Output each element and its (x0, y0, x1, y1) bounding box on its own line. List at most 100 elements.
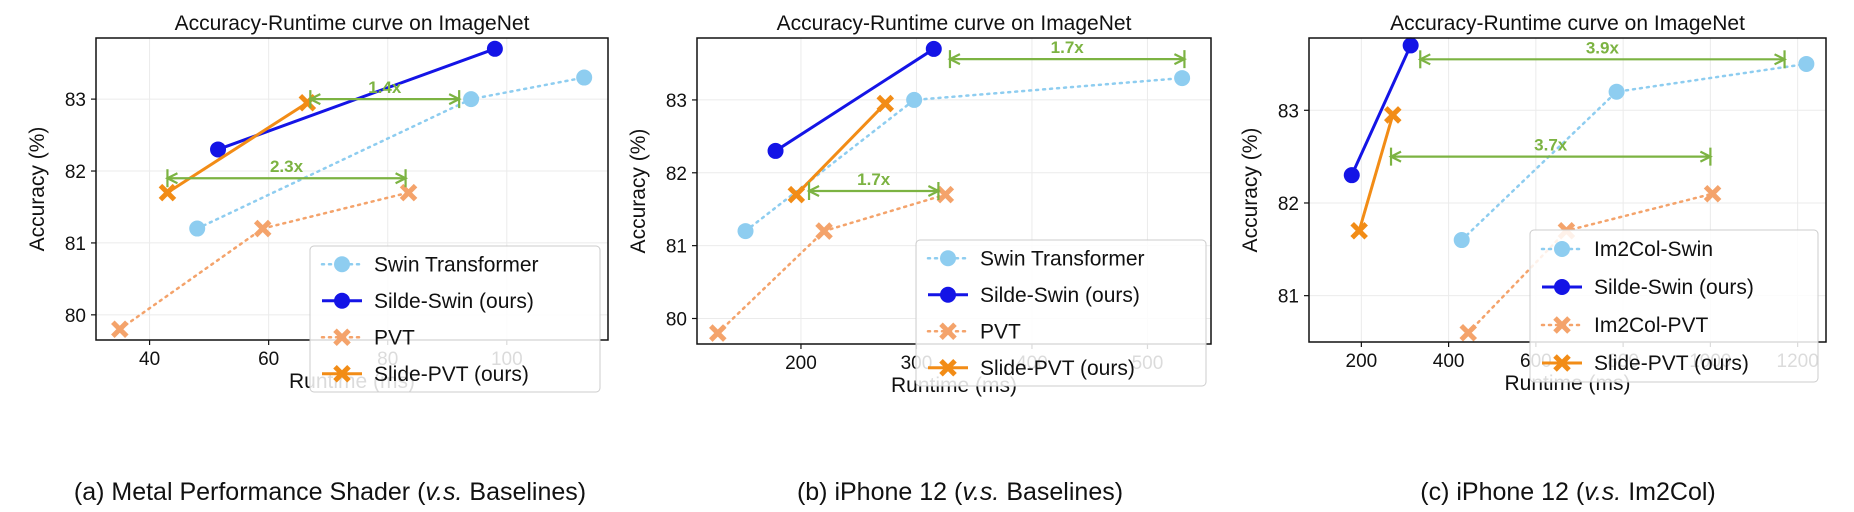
caption-part-0: (a) Metal Performance Shader ( (74, 478, 426, 506)
legend: Swin Transformer Silde-Swin (ours) PVT Slid… (915, 239, 1207, 387)
y-axis-label: Accuracy (%) (1239, 128, 1262, 253)
legend-label: Im2Col-Swin (1594, 238, 1713, 261)
annotation-label: 3.7x (1534, 136, 1568, 155)
chart-panel-3: 3.9x3.7x20040060080010001200818283Accura… (1239, 12, 1827, 506)
x-tick-label-0: 200 (785, 353, 817, 374)
annotation-label: 3.9x (1586, 38, 1620, 57)
annotation-arrow-left (947, 53, 961, 66)
legend-marker (1553, 354, 1571, 372)
panel-caption: (b) iPhone 12 (v.s. Baselines) (797, 478, 1123, 506)
chart-panel-1: 1.4x2.3x40608010080818283Accuracy-Runtim… (26, 12, 609, 506)
y-tick-label-0: 80 (65, 306, 86, 327)
y-tick-label-1: 82 (1278, 194, 1299, 215)
data-point-1 (253, 219, 272, 238)
data-point-0 (1350, 222, 1368, 240)
legend-item-2: PVT (320, 326, 415, 349)
annotation-label: 1.7x (857, 170, 891, 189)
data-point-1 (1608, 83, 1625, 100)
legend-item-0: Im2Col-Swin (1540, 238, 1713, 261)
caption-part-2: Baselines) (462, 478, 586, 506)
panel-caption: (a) Metal Performance Shader (v.s. Basel… (74, 478, 586, 506)
series-pvt (709, 185, 955, 342)
series-line (1357, 114, 1395, 232)
data-point-1 (486, 40, 503, 57)
legend-box (915, 239, 1207, 387)
legend-marker (333, 364, 351, 383)
annotation-arrow-left (806, 185, 820, 197)
legend-item-1: Silde-Swin (ours) (322, 290, 534, 313)
data-point-0 (1459, 323, 1478, 342)
series-line (1460, 62, 1808, 242)
legend-marker (940, 250, 956, 267)
speedup-annotation-0: 1.4x (307, 78, 462, 109)
annotation-label: 1.4x (368, 78, 402, 97)
annotation-arrow-right (395, 172, 409, 185)
y-tick-label-1: 81 (666, 237, 687, 258)
caption-part-0: (c) iPhone 12 ( (1420, 478, 1585, 506)
data-point-0 (737, 223, 754, 240)
y-tick-label-0: 80 (666, 310, 687, 331)
legend: Swin Transformer Silde-Swin (ours) PVT Slid… (309, 245, 601, 393)
annotation-label: 2.3x (270, 157, 304, 176)
legend-marker (1553, 316, 1571, 334)
x-tick-label-1: 400 (1433, 351, 1465, 372)
data-point-0 (111, 320, 129, 338)
legend-label: PVT (980, 320, 1021, 343)
data-point-1 (906, 91, 923, 108)
caption-part-0: (b) iPhone 12 ( (797, 478, 963, 506)
data-point-1 (876, 94, 895, 113)
x-tick-label-0: 40 (139, 349, 160, 370)
legend-label: Slide-PVT (ours) (1594, 352, 1749, 375)
data-point-0 (767, 142, 784, 159)
caption-part-2: Baselines) (999, 478, 1123, 506)
data-point-0 (158, 183, 177, 202)
legend-item-0: Swin Transformer (926, 247, 1145, 270)
legend-label: Silde-Swin (ours) (1594, 276, 1754, 299)
annotation-arrow-right (448, 93, 462, 106)
caption-part-1: v.s. (962, 478, 999, 506)
data-point-1 (463, 91, 480, 108)
annotation-arrow-right (1774, 53, 1788, 66)
annotation-arrow-left (1388, 150, 1402, 163)
series-line (744, 76, 1184, 233)
legend-label: Swin Transformer (374, 253, 539, 276)
legend-marker (334, 292, 350, 309)
caption-part-1: v.s. (1584, 478, 1621, 506)
legend-label: PVT (374, 326, 415, 349)
y-tick-label-0: 81 (1278, 287, 1299, 308)
data-point-2 (1174, 70, 1191, 87)
legend-item-3: Slide-PVT (ours) (1542, 352, 1749, 375)
legend: Im2Col-Swin Silde-Swin (ours) Im2Col-PVT Sl… (1529, 229, 1819, 383)
x-tick-label-0: 200 (1346, 351, 1378, 372)
series-line (795, 102, 887, 196)
series-swin-transformer (189, 69, 593, 237)
y-axis-label: Accuracy (%) (627, 129, 650, 254)
series-line (1350, 44, 1413, 176)
data-point-1 (815, 222, 833, 240)
data-point-2 (1703, 184, 1722, 203)
series-im2col-swin (1453, 55, 1815, 249)
data-point-0 (210, 141, 227, 158)
legend-item-0: Swin Transformer (320, 253, 539, 276)
panel-caption: (c) iPhone 12 (v.s. Im2Col) (1420, 478, 1715, 506)
annotation-arrow-right (1699, 150, 1713, 163)
y-tick-label-1: 81 (65, 234, 86, 255)
x-tick-label-1: 60 (258, 349, 279, 370)
chart-title: Accuracy-Runtime curve on ImageNet (175, 12, 530, 35)
annotation-arrow-left (164, 172, 178, 185)
y-tick-label-2: 82 (666, 164, 687, 185)
chart-title: Accuracy-Runtime curve on ImageNet (1390, 12, 1745, 35)
legend-box (1529, 229, 1819, 383)
chart-title: Accuracy-Runtime curve on ImageNet (777, 12, 1132, 35)
speedup-annotation-1: 1.7x (806, 170, 941, 200)
y-tick-label-3: 83 (666, 91, 687, 112)
speedup-annotation-0: 1.7x (947, 38, 1187, 69)
legend-item-3: Slide-PVT (ours) (928, 357, 1135, 380)
data-point-0 (1453, 232, 1470, 249)
legend-label: Slide-PVT (ours) (980, 357, 1135, 380)
series-slide-swin-ours- (1343, 37, 1419, 184)
speedup-annotation-1: 2.3x (164, 157, 409, 188)
legend-item-1: Silde-Swin (ours) (928, 284, 1140, 307)
y-tick-label-2: 82 (65, 162, 86, 183)
